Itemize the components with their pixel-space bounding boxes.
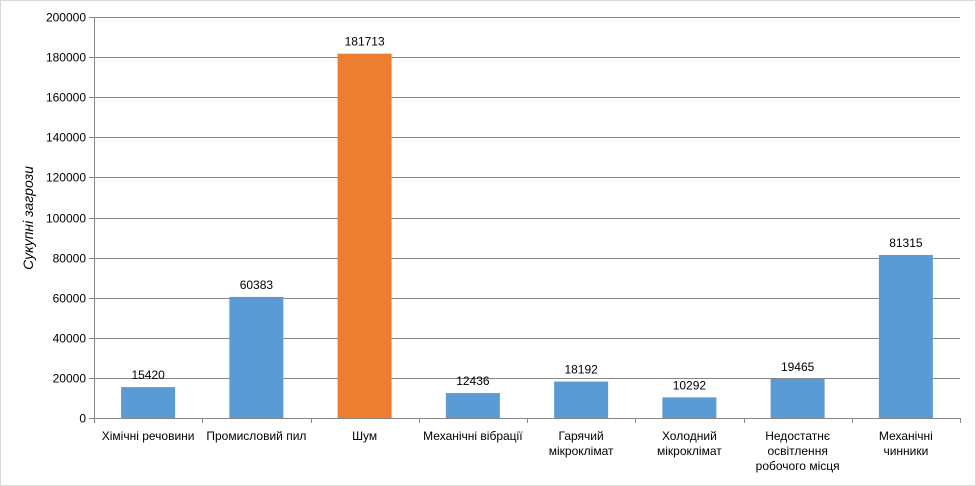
x-tick-label-line: Промисловий пил: [206, 429, 306, 443]
data-label: 81315: [889, 236, 923, 250]
y-tick-label: 140000: [46, 131, 86, 145]
x-tick-label-line: робочого місця: [756, 459, 840, 473]
gridlines: [94, 17, 960, 379]
y-tick-label: 80000: [53, 252, 87, 266]
y-tick-label: 120000: [46, 171, 86, 185]
bars: [121, 53, 933, 418]
x-tick-label: Хімічні речовини: [102, 429, 195, 443]
data-labels: 15420 60383 181713 12436 18192 10292 19465 8131…: [131, 35, 922, 393]
x-tick-label-line: Шум: [352, 429, 377, 443]
bar: [445, 393, 500, 418]
y-tick-label: 60000: [53, 292, 87, 306]
x-tick-label: Промисловий пил: [206, 429, 306, 443]
bar: [770, 378, 825, 418]
x-tick-label-line: Механічні вібрації: [423, 429, 523, 443]
bar: [554, 381, 609, 418]
data-label: 12436: [456, 374, 490, 388]
x-tick-label: Гарячий мікроклімат: [549, 429, 614, 458]
bar: [121, 387, 176, 418]
x-tick-label-line: Хімічні речовини: [102, 429, 195, 443]
data-label: 60383: [240, 278, 274, 292]
y-tick-labels: 0 20000 40000 60000 80000 100000 120000 140000 1…: [46, 11, 86, 426]
bar: [337, 53, 392, 418]
y-tick-label: 100000: [46, 212, 86, 226]
x-tick-label-line: мікроклімат: [657, 444, 722, 458]
x-tick-label-line: Гарячий: [559, 429, 604, 443]
y-axis-label: Сукупні загрози: [20, 166, 36, 270]
x-tick-label: Шум: [352, 429, 377, 443]
x-tick-labels: Хімічні речовини Промисловий пил Шум Механі…: [102, 429, 933, 473]
y-tick-label: 160000: [46, 91, 86, 105]
x-tick-label-line: Холодний: [662, 429, 717, 443]
x-tick-label-line: мікроклімат: [549, 444, 614, 458]
data-label: 181713: [345, 35, 385, 49]
x-tick-label-line: освітлення: [767, 444, 827, 458]
x-tick-label-line: Механічні: [879, 429, 933, 443]
data-label: 10292: [673, 378, 707, 392]
x-tick-label-line: Недостатнє: [765, 429, 830, 443]
y-tick-label: 20000: [53, 372, 87, 386]
data-label: 19465: [781, 360, 815, 374]
axes: [89, 17, 961, 423]
y-tick-label: 180000: [46, 51, 86, 65]
data-label: 18192: [564, 363, 598, 377]
y-tick-label: 200000: [46, 11, 86, 25]
x-tick-label-line: чинники: [883, 444, 928, 458]
x-tick-label: Механічні вібрації: [423, 429, 523, 443]
y-tick-label: 0: [79, 412, 86, 426]
bar: [878, 254, 933, 418]
data-label: 15420: [131, 368, 165, 382]
x-tick-label: Недостатнє освітлення робочого місця: [756, 429, 840, 473]
x-tick-label: Холодний мікроклімат: [657, 429, 722, 458]
bar: [662, 397, 717, 418]
y-tick-label: 40000: [53, 332, 87, 346]
x-tick-label: Механічні чинники: [879, 429, 933, 458]
bar: [229, 296, 284, 418]
